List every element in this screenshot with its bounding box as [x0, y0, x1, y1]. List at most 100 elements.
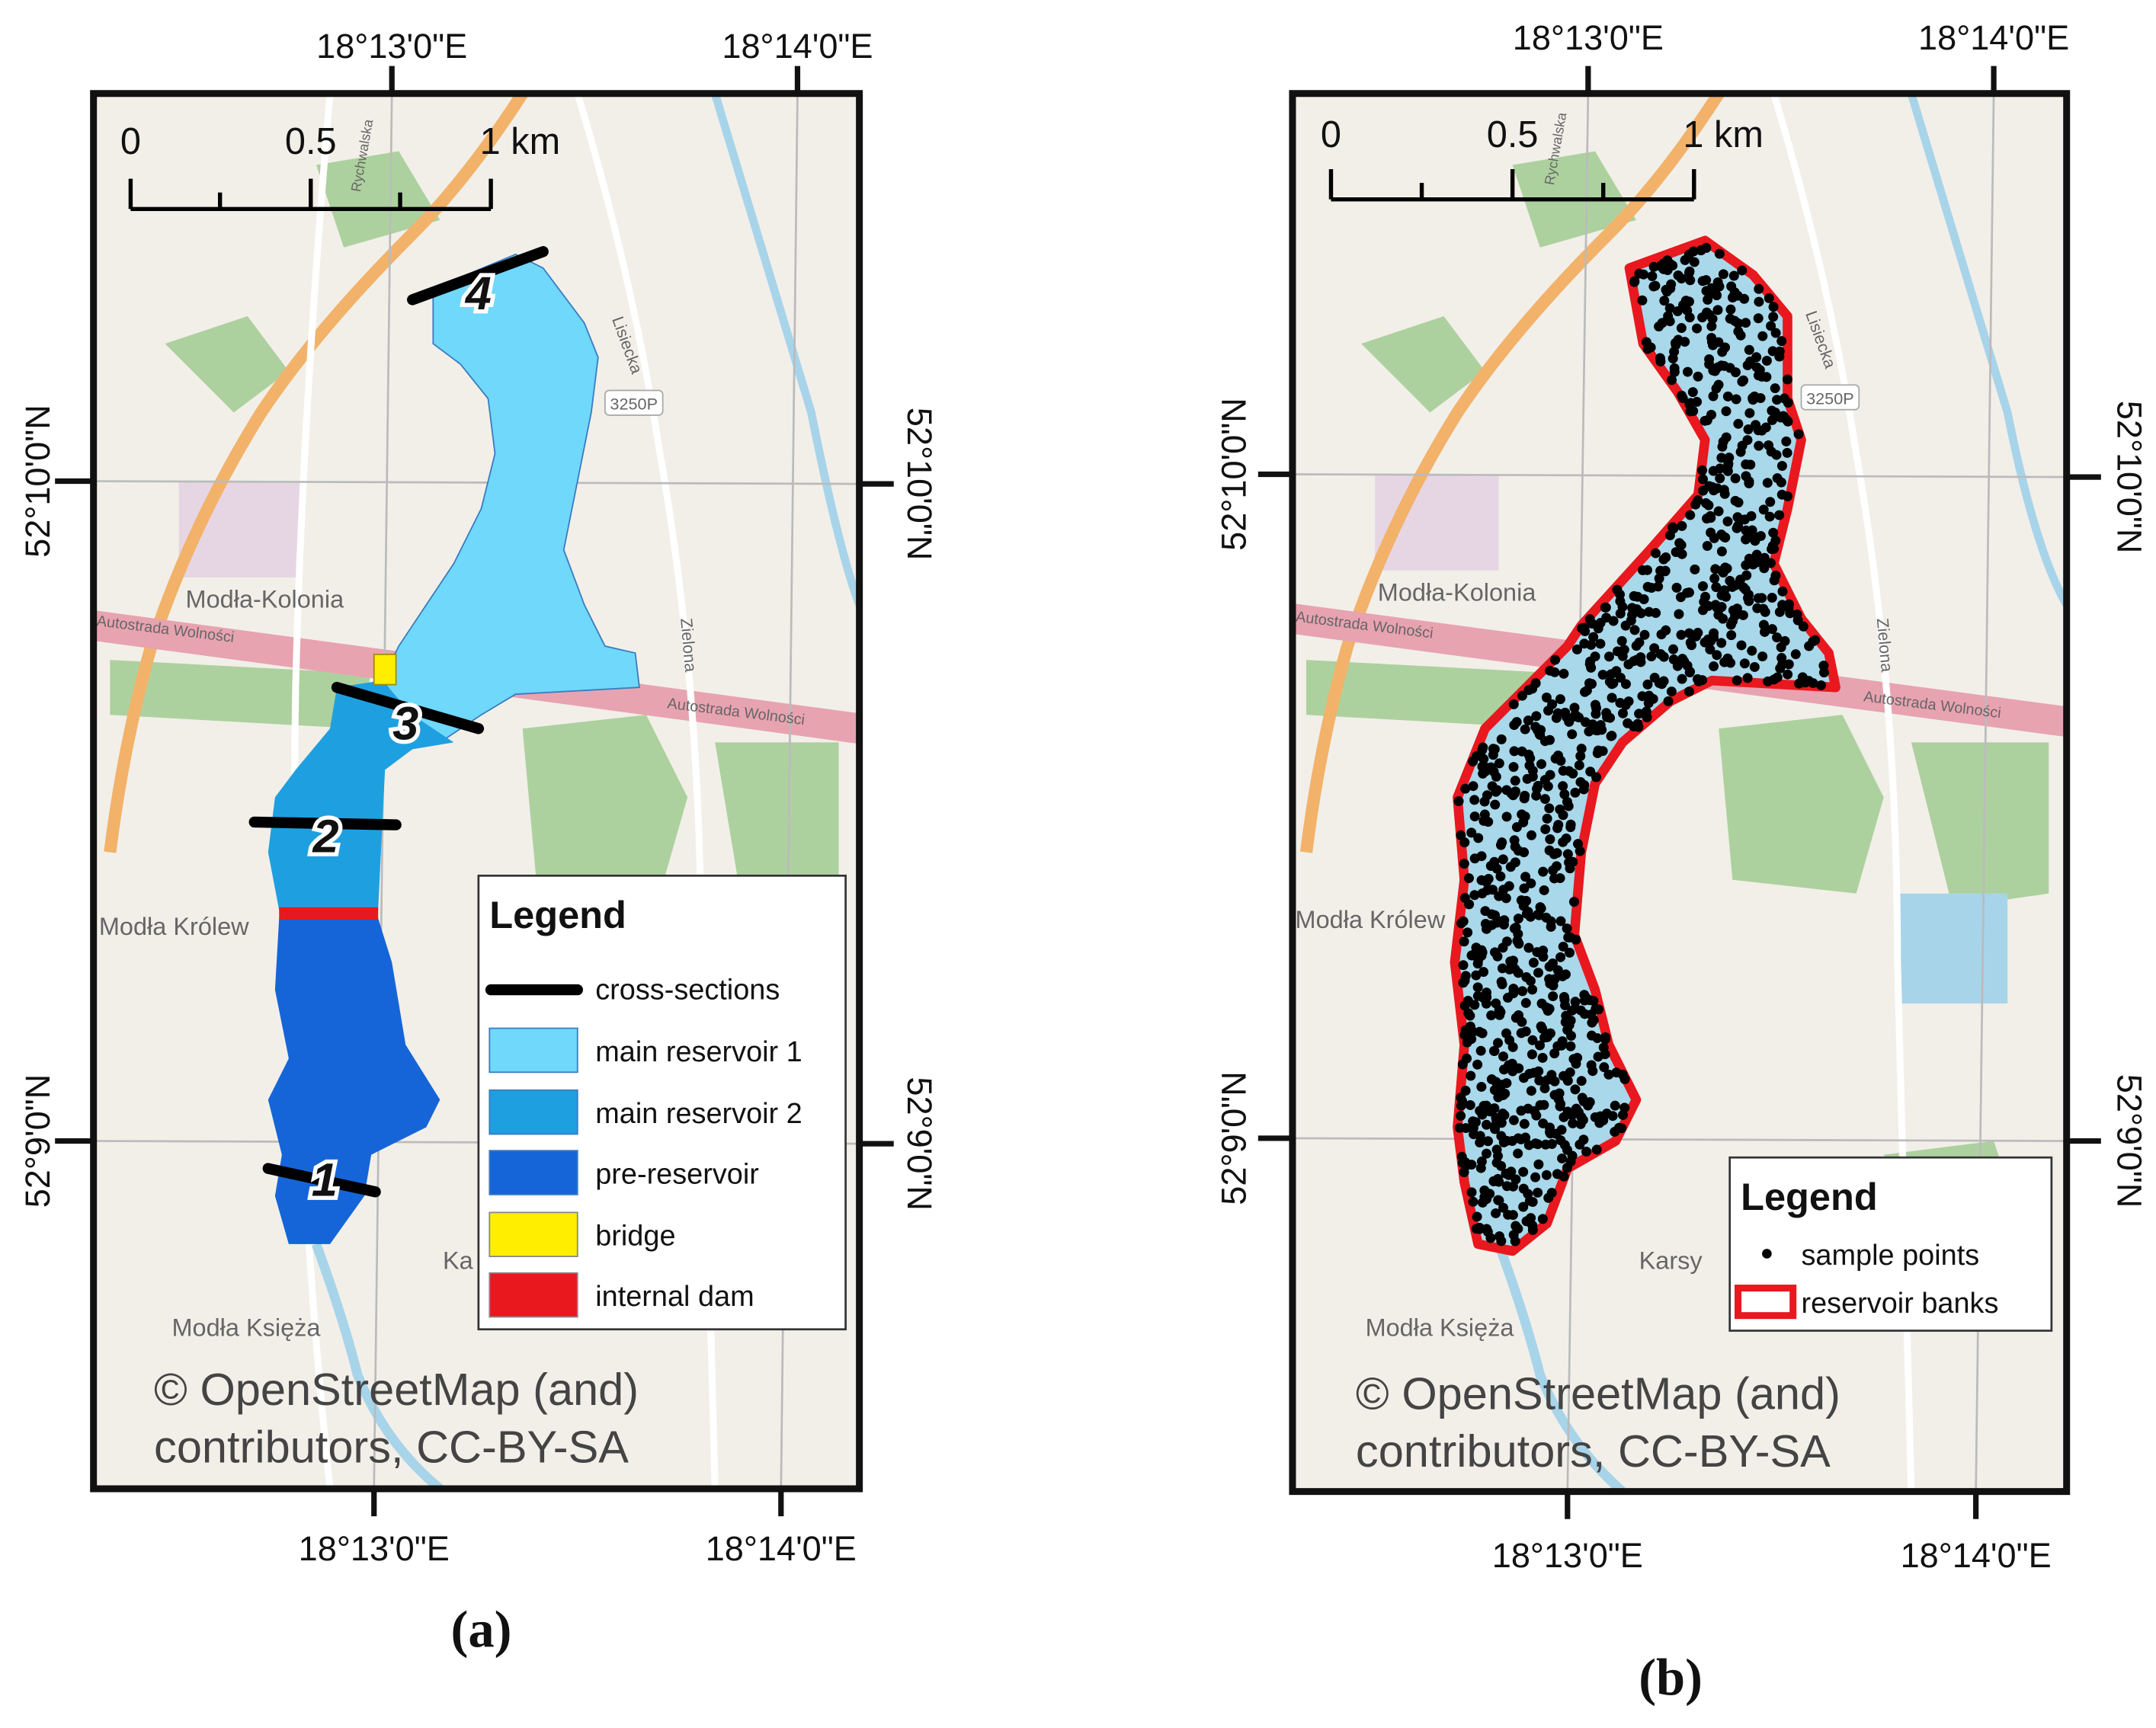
sample-point — [1517, 809, 1527, 820]
sample-point — [1533, 725, 1543, 735]
sample-point — [1558, 941, 1568, 952]
sample-point — [1716, 590, 1727, 600]
sample-point — [1513, 1148, 1523, 1159]
sample-point — [1728, 270, 1739, 281]
sample-point — [1698, 605, 1709, 616]
sample-point — [1541, 912, 1552, 923]
legend-item: reservoir banks — [1802, 1288, 1999, 1320]
sample-point — [1530, 1172, 1541, 1182]
sample-point — [1558, 781, 1568, 792]
sample-point — [1753, 370, 1764, 381]
sample-point — [1472, 750, 1482, 761]
sample-point — [1559, 789, 1570, 800]
sample-point — [1782, 374, 1792, 385]
sample-point — [1469, 811, 1480, 822]
sample-point — [1472, 1211, 1482, 1222]
cross-sections — [248, 246, 549, 1198]
sample-point — [1491, 1157, 1502, 1168]
copyright: contributors, CC-BY-SA — [1356, 1426, 1831, 1477]
sample-point — [1567, 729, 1578, 740]
sample-point — [1683, 249, 1694, 260]
sample-point — [1754, 283, 1764, 294]
sample-point — [1702, 541, 1712, 552]
sample-point — [1491, 1208, 1501, 1218]
sample-point — [1581, 1146, 1592, 1157]
sample-point — [1508, 699, 1519, 709]
sample-point — [1725, 304, 1736, 315]
sample-point — [1667, 375, 1677, 386]
sample-point — [1510, 857, 1520, 868]
section-label: 4 — [464, 267, 492, 319]
sample-point — [1544, 974, 1555, 984]
sample-point — [1568, 1118, 1578, 1128]
sample-point — [1533, 1187, 1543, 1198]
sample-point — [1509, 788, 1520, 798]
sample-point — [1516, 1028, 1526, 1038]
sample-point — [1555, 694, 1565, 705]
sample-point — [1733, 418, 1744, 429]
sample-point — [1683, 267, 1694, 278]
sample-point — [1722, 466, 1733, 476]
sample-point — [1660, 565, 1671, 576]
sample-point — [1733, 497, 1744, 507]
scale-label: 1 km — [1683, 114, 1764, 155]
place-label: Karsy — [1639, 1246, 1703, 1274]
sample-point — [1709, 661, 1719, 672]
sample-point — [1751, 549, 1762, 560]
sample-point — [1648, 693, 1658, 704]
sample-point — [1523, 1140, 1534, 1150]
place-label: Modła Księża — [1366, 1314, 1515, 1342]
sample-point — [1562, 923, 1572, 934]
sample-point — [1774, 351, 1785, 362]
sample-point — [1507, 1042, 1518, 1052]
sample-point — [1649, 673, 1660, 683]
sample-point — [1579, 995, 1590, 1006]
sample-point — [1584, 726, 1594, 737]
place-label: Zielona — [1873, 617, 1897, 674]
sample-points — [1453, 242, 1829, 1246]
sample-point — [1560, 1016, 1571, 1027]
sample-point — [1487, 781, 1498, 792]
sample-point — [1471, 1224, 1482, 1234]
place-label: Modła Królew — [99, 913, 249, 940]
sample-point — [1508, 762, 1519, 773]
sample-point — [1456, 918, 1467, 929]
bridge — [373, 653, 397, 686]
sample-point — [1459, 936, 1469, 947]
sample-point — [1608, 678, 1619, 689]
sample-point — [1603, 651, 1614, 662]
sample-point — [1739, 658, 1750, 669]
sample-point — [1637, 295, 1648, 306]
sample-point — [1718, 568, 1728, 578]
sample-point — [1671, 340, 1681, 350]
sample-point — [1719, 360, 1729, 371]
sample-point — [1558, 810, 1568, 821]
sample-point — [1687, 387, 1698, 398]
sample-point — [1758, 603, 1769, 614]
sample-point — [1545, 1128, 1555, 1139]
sample-point — [1478, 967, 1489, 978]
sample-point — [1723, 459, 1734, 469]
sample-point — [1476, 1156, 1487, 1166]
sample-point — [1509, 746, 1520, 757]
sample-point — [1683, 686, 1694, 697]
sample-point — [1682, 305, 1693, 315]
sample-point — [1491, 771, 1501, 782]
sample-point — [1537, 1023, 1548, 1034]
sample-point — [1671, 547, 1681, 558]
sample-point — [1527, 1035, 1538, 1045]
sample-point — [1642, 344, 1653, 354]
sample-point — [1738, 610, 1748, 620]
latitude-label: 52°9'0"N — [1215, 1071, 1254, 1205]
sample-point — [1584, 1096, 1595, 1107]
sample-point — [1519, 1118, 1530, 1129]
sample-point — [1716, 602, 1727, 613]
sample-point — [1741, 560, 1751, 571]
sample-point — [1722, 391, 1733, 402]
sample-point — [1466, 827, 1477, 838]
sample-point — [1705, 644, 1716, 654]
sample-point — [1518, 1166, 1529, 1177]
sample-point — [1770, 328, 1781, 338]
